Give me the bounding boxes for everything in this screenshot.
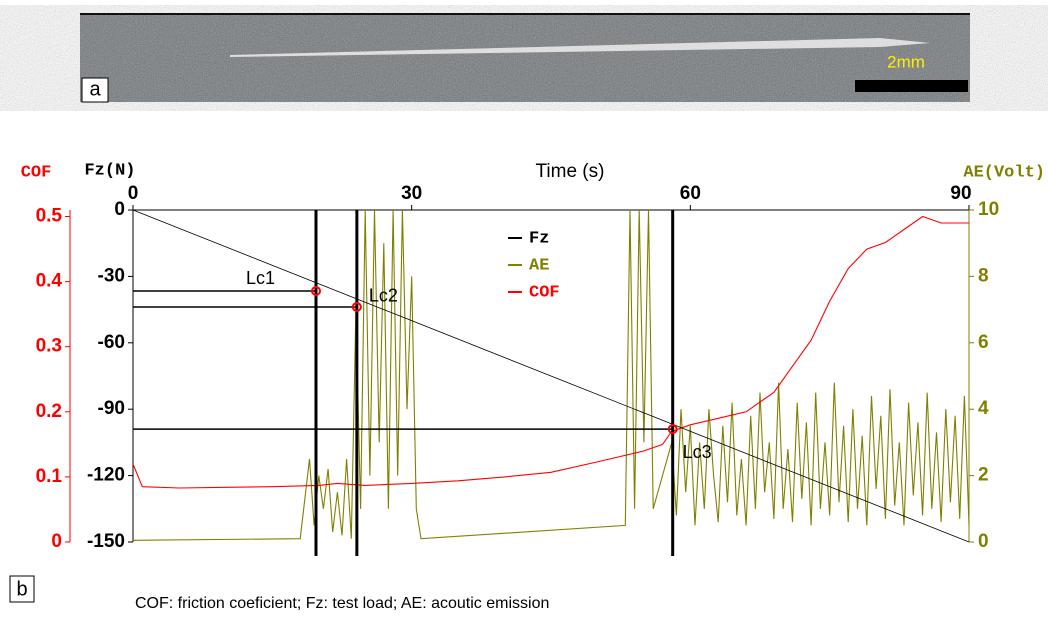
critical-load-label: Lc1: [246, 268, 275, 288]
y3-tick-label: 0.4: [36, 271, 63, 292]
legend-label: Fz: [529, 229, 549, 248]
critical-load-point: [310, 286, 321, 297]
legend-label: COF: [529, 283, 560, 302]
plot: 0 30 60 90 0 -30 -60 -90 -120 -150 0 2 4 6 8 10 0 0.1 0.2 0…: [36, 183, 999, 556]
y-tick-label: -60: [98, 332, 125, 353]
critical-load-label: Lc2: [369, 286, 398, 306]
y-axis-title: Fz(N): [84, 161, 135, 180]
x-tick-label: 60: [680, 183, 701, 204]
y2-tick-label: 10: [978, 199, 999, 220]
y2-tick-label: 8: [978, 265, 989, 286]
scale-bar-label: 2mm: [887, 52, 925, 71]
panel-label-box: [9, 575, 35, 603]
y-tick-label: -120: [87, 465, 125, 486]
x-tick-label: 0: [128, 183, 139, 204]
x-tick-label: 90: [950, 183, 971, 204]
critical-load-point: [667, 424, 678, 435]
panel-label: a: [89, 78, 101, 100]
y2-tick-label: 4: [978, 398, 989, 419]
y2-tick-label: 2: [978, 465, 989, 486]
critical-load-point: [351, 301, 362, 312]
series-line: [132, 209, 970, 543]
y-tick-label: 0: [114, 199, 125, 220]
y2-tick-label: 0: [978, 531, 989, 552]
critical-load-label: Lc3: [683, 442, 712, 462]
series-line: [132, 209, 970, 541]
y3-tick-label: 0.5: [36, 206, 63, 227]
y3-tick-label: 0.3: [36, 336, 62, 357]
x-tick-label: 30: [401, 183, 422, 204]
y-tick-label: -30: [98, 265, 125, 286]
micrograph: 2mm a: [80, 13, 970, 103]
legend-label: AE: [529, 256, 549, 275]
y2-tick-label: 6: [978, 332, 989, 353]
y3-tick-label: 0.1: [36, 466, 63, 487]
y2-axis-title: AE(Volt): [963, 163, 1045, 182]
panel-label: b: [16, 578, 27, 600]
x-axis-title: Time (s): [536, 161, 605, 182]
y3-tick-label: 0.2: [36, 401, 62, 422]
series-line: [132, 215, 969, 489]
y3-axis-title: COF: [21, 163, 52, 182]
y3-tick-label: 0: [51, 531, 62, 552]
y-tick-label: -150: [87, 531, 125, 552]
caption: COF: friction coeficient; Fz: test load;…: [135, 595, 549, 612]
y-tick-label: -90: [98, 398, 125, 419]
